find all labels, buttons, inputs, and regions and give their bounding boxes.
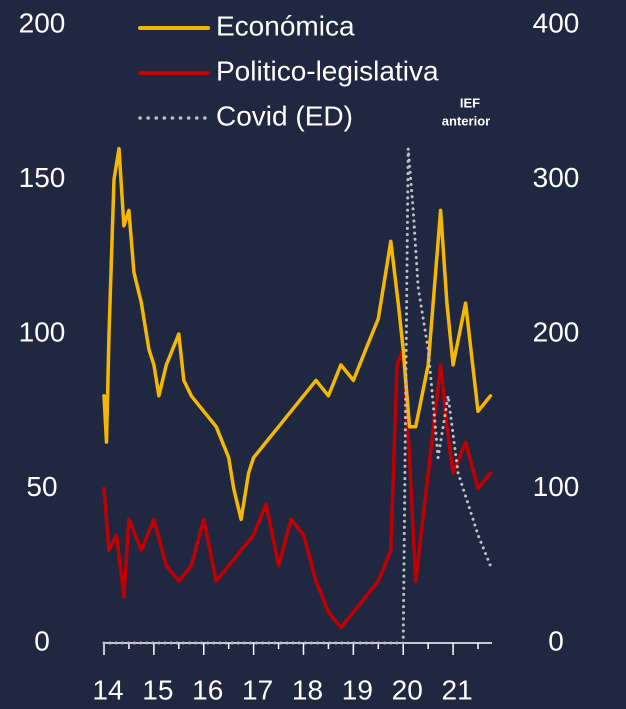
x-tick-label: 15: [142, 674, 173, 705]
y-tick-label: 0: [34, 625, 50, 656]
x-tick-label: 21: [442, 674, 473, 705]
x-tick-label: 19: [342, 674, 373, 705]
legend-label: Covid (ED): [216, 100, 353, 131]
annotation: IEF: [460, 95, 480, 110]
annotation: anterior: [442, 113, 490, 128]
y2-tick-label: 0: [548, 625, 564, 656]
y-tick-label: 50: [26, 471, 57, 502]
x-tick-label: 20: [392, 674, 423, 705]
y2-tick-label: 100: [533, 471, 580, 502]
y2-tick-label: 200: [533, 316, 580, 347]
series-line: [102, 146, 493, 522]
x-tick-label: 16: [192, 674, 223, 705]
series-line: [102, 147, 492, 645]
y-tick-label: 200: [19, 7, 66, 38]
series-line: [102, 347, 493, 630]
x-tick-label: 14: [92, 674, 123, 705]
legend-label: Económica: [216, 10, 355, 41]
legend-label: Politico-legislativa: [216, 55, 439, 86]
y2-tick-label: 400: [533, 7, 580, 38]
x-tick-label: 18: [292, 674, 323, 705]
x-tick-label: 17: [242, 674, 273, 705]
y2-tick-label: 300: [533, 162, 580, 193]
y-tick-label: 100: [19, 316, 66, 347]
y-tick-label: 150: [19, 162, 66, 193]
